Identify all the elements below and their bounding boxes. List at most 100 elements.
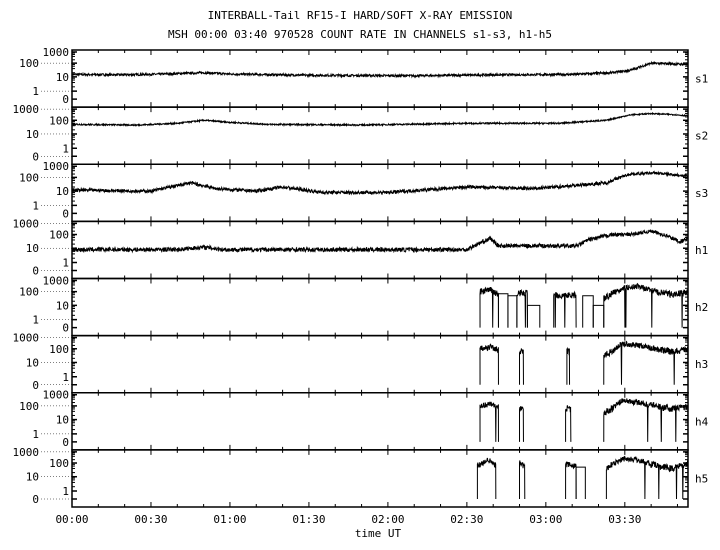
panel-label: s1 (695, 73, 708, 86)
series-step-h5 (575, 466, 586, 500)
series-step-h2 (582, 295, 594, 328)
panel-frame (71, 334, 689, 394)
series-line-h1 (71, 228, 689, 254)
series-line-h4 (518, 406, 524, 442)
series-line-h3 (566, 346, 571, 385)
y-tick-label: 1000 (43, 46, 70, 59)
y-tick-label: 0 (62, 207, 69, 220)
y-tick-label: 1000 (13, 103, 40, 116)
panel-label: h4 (695, 415, 709, 428)
y-tick-label: 100 (19, 171, 39, 184)
series-step-h2 (526, 304, 541, 328)
x-tick-label: 00:00 (55, 513, 88, 526)
panel-frame (71, 49, 689, 108)
x-tick-label: 00:30 (134, 513, 167, 526)
chart-subtitle: MSH 00:00 03:40 970528 COUNT RATE IN CHA… (168, 28, 552, 41)
y-tick-label: 100 (19, 286, 39, 299)
series-line-h3 (603, 340, 689, 385)
y-tick-label: 1000 (13, 332, 40, 345)
y-tick-label: 100 (49, 343, 69, 356)
x-tick-label: 03:30 (608, 513, 641, 526)
series-line-h5 (518, 460, 526, 500)
x-tick-label: 02:00 (371, 513, 404, 526)
y-tick-label: 0 (62, 93, 69, 106)
x-tick-label: 03:00 (529, 513, 562, 526)
series-line-h4 (603, 398, 689, 442)
series-line-h2 (516, 288, 528, 328)
panel-frame (71, 449, 689, 508)
panel-label: s3 (695, 187, 708, 200)
y-tick-label: 0 (32, 379, 39, 392)
y-tick-label: 10 (26, 471, 39, 484)
y-tick-label: 10 (26, 242, 39, 255)
y-tick-label: 10 (56, 414, 69, 427)
y-tick-label: 0 (32, 493, 39, 506)
y-tick-label: 1000 (13, 217, 40, 230)
x-axis-label: time UT (355, 527, 402, 540)
series-line-h3 (479, 343, 499, 385)
y-tick-label: 0 (62, 436, 69, 449)
y-tick-label: 10 (26, 356, 39, 369)
series-line-h3 (519, 348, 524, 385)
y-tick-label: 1 (32, 199, 39, 212)
y-tick-label: 1 (32, 314, 39, 327)
series-line-s2 (71, 112, 689, 128)
series-line-h2 (553, 290, 577, 328)
y-tick-label: 100 (49, 229, 69, 242)
panel-label: s2 (695, 130, 708, 143)
y-tick-label: 0 (62, 322, 69, 335)
panel-frame (71, 106, 689, 165)
series-line-h5 (565, 461, 577, 500)
series-line-h4 (565, 405, 572, 442)
panel-label: h5 (695, 472, 708, 485)
y-tick-label: 10 (56, 71, 69, 84)
x-tick-label: 01:00 (213, 513, 246, 526)
y-tick-label: 1 (32, 85, 39, 98)
series-line-s3 (71, 170, 689, 196)
series-line-h5 (605, 455, 689, 500)
series-line-h2 (479, 286, 499, 328)
panel-frame (71, 392, 689, 451)
y-tick-label: 1000 (43, 389, 70, 402)
y-tick-label: 0 (32, 265, 39, 278)
y-tick-label: 10 (26, 128, 39, 141)
y-tick-label: 1000 (43, 160, 70, 173)
y-tick-label: 100 (19, 57, 39, 70)
y-tick-label: 1 (62, 257, 69, 270)
x-tick-label: 02:30 (450, 513, 483, 526)
y-tick-label: 1 (62, 371, 69, 384)
y-tick-label: 100 (49, 457, 69, 470)
y-tick-label: 1000 (43, 274, 70, 287)
y-tick-label: 100 (49, 114, 69, 127)
panel-frame (71, 277, 689, 337)
y-tick-label: 10 (56, 299, 69, 312)
panel-label: h2 (695, 301, 708, 314)
series-step-h2 (497, 293, 509, 328)
y-tick-label: 1 (62, 485, 69, 498)
series-line-h2 (603, 282, 689, 328)
y-tick-label: 1 (32, 428, 39, 441)
x-tick-label: 01:30 (292, 513, 325, 526)
y-tick-label: 1000 (13, 446, 40, 459)
y-tick-label: 0 (32, 150, 39, 163)
series-line-h4 (479, 401, 499, 442)
y-tick-label: 100 (19, 400, 39, 413)
y-tick-label: 10 (56, 185, 69, 198)
series-line-h5 (476, 457, 497, 500)
panel-label: h1 (695, 244, 708, 257)
series-step-h2 (592, 304, 605, 328)
panel-label: h3 (695, 358, 708, 371)
series-line-s1 (71, 60, 689, 79)
y-tick-label: 1 (62, 142, 69, 155)
x-tick-labels: 00:00 00:30 01:00 01:30 02:00 02:30 03:00 03:30 (55, 513, 641, 526)
series-step-h2 (507, 295, 518, 328)
